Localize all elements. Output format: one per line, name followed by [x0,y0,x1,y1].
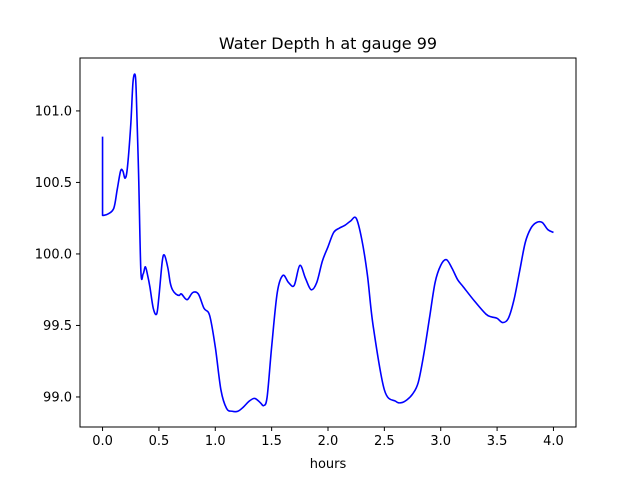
y-axis-ticks: 99.0 99.5 100.0 100.5 101.0 [35,104,80,405]
x-tick-label: 1.0 [205,434,226,449]
x-tick-label: 0.0 [92,434,113,449]
x-axis-label: hours [310,457,347,472]
x-tick-label: 2.0 [318,434,339,449]
plot-area [101,73,554,413]
x-tick-label: 0.5 [149,434,170,449]
x-tick-label: 3.5 [487,434,508,449]
series-line [101,73,554,413]
y-tick-label: 100.5 [35,176,72,191]
y-tick-label: 101.0 [35,104,72,119]
chart-title: Water Depth h at gauge 99 [219,34,437,53]
y-tick-label: 100.0 [35,247,72,262]
y-tick-label: 99.5 [43,319,72,334]
x-tick-label: 2.5 [374,434,395,449]
axes-frame [79,57,577,428]
x-tick-label: 1.5 [261,434,282,449]
x-tick-label: 3.0 [430,434,451,449]
x-axis-ticks: 0.0 0.5 1.0 1.5 2.0 2.5 3.0 3.5 4.0 [92,427,564,449]
y-tick-label: 99.0 [43,390,72,405]
x-tick-label: 4.0 [543,434,564,449]
